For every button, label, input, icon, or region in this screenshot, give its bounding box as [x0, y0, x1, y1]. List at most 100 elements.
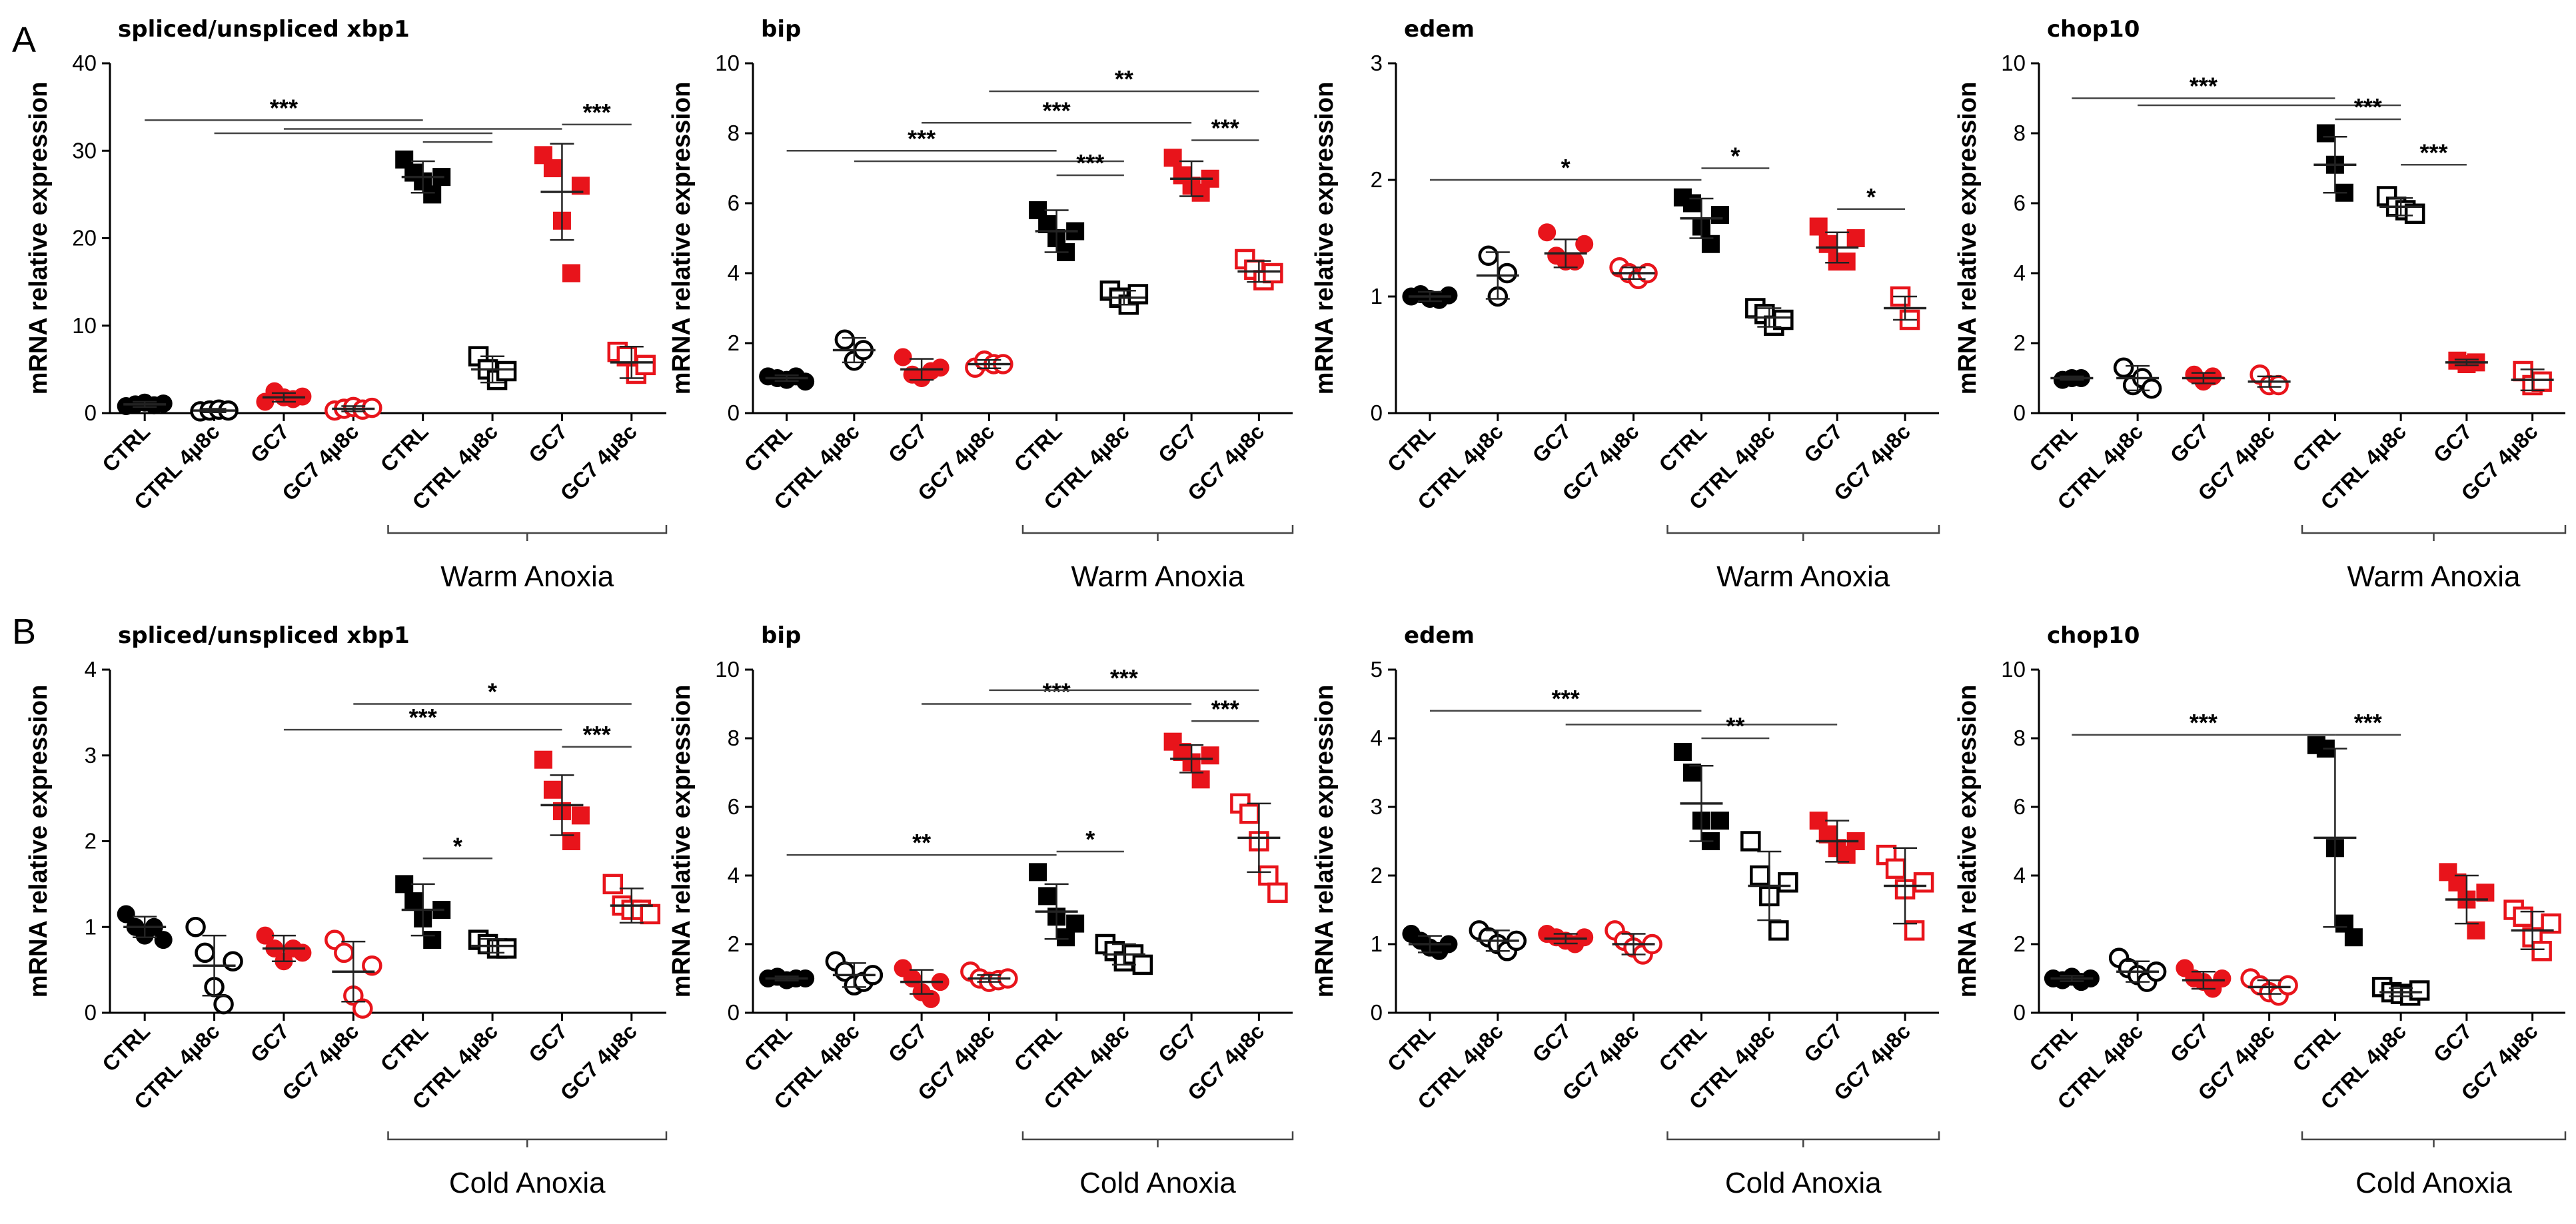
- series-ctrl-4-8c: [1476, 245, 1519, 307]
- data-point: [2409, 980, 2430, 1001]
- y-axis-label: mRNA relative expression: [1954, 685, 1982, 998]
- series-ctrl: [759, 967, 815, 989]
- data-point: [1132, 954, 1153, 975]
- x-tick-label: GC7: [2166, 419, 2214, 467]
- series-ctrl: [117, 905, 173, 949]
- y-tick-label: 0: [1371, 1000, 1383, 1025]
- x-tick-label: GC7: [884, 1019, 932, 1067]
- series-gc7-4-8c: [1884, 286, 1927, 330]
- x-tick-label: CTRL: [97, 1019, 155, 1076]
- data-point: [1239, 804, 1260, 824]
- data-point: [2344, 928, 2363, 947]
- x-tick-label: CTRL: [1654, 1019, 1712, 1076]
- y-tick-label: 1: [1371, 284, 1383, 308]
- data-point: [796, 372, 815, 391]
- data-point: [1575, 928, 1594, 947]
- significance-label: **: [1726, 712, 1744, 740]
- series-gc7: [256, 382, 312, 411]
- series-ctrl: [1029, 201, 1085, 261]
- series-ctrl: [117, 393, 173, 415]
- y-tick-label: 40: [72, 51, 97, 75]
- series-ctrl-4-8c: [2108, 947, 2167, 992]
- significance-label: *: [1730, 143, 1740, 170]
- y-tick-label: 4: [2014, 863, 2026, 888]
- data-point: [423, 931, 442, 949]
- y-axis-label: mRNA relative expression: [1311, 685, 1339, 998]
- series-ctrl-4-8c: [1469, 920, 1527, 961]
- significance-label: ***: [270, 94, 298, 121]
- y-tick-label: 2: [1371, 167, 1383, 192]
- x-tick-label: GC7: [1153, 1019, 1201, 1067]
- y-axis-label: mRNA relative expression: [25, 82, 53, 395]
- x-tick-label: GC7: [1799, 1019, 1847, 1067]
- series-gc7: [2182, 365, 2225, 391]
- data-point: [496, 938, 517, 959]
- data-point: [1773, 309, 1794, 330]
- series-ctrl: [2307, 736, 2363, 947]
- y-axis-label: mRNA relative expression: [668, 82, 696, 395]
- series-gc7: [2445, 351, 2488, 373]
- data-point: [2531, 371, 2552, 392]
- x-tick-label: GC7: [1528, 1019, 1576, 1067]
- series-gc7: [1163, 149, 1219, 202]
- data-point: [1258, 865, 1279, 886]
- data-point: [635, 354, 656, 376]
- series-ctrl-4-8c: [1745, 298, 1794, 336]
- x-tick-label: GC7: [1153, 419, 1201, 467]
- data-point: [1750, 865, 1770, 886]
- x-tick-label: CTRL: [1383, 419, 1440, 476]
- data-point: [543, 159, 562, 177]
- chart-a2: bip mRNA relative expression 0 2 4 6 8 10 CTRL CT…: [668, 16, 1294, 593]
- series-ctrl: [1402, 285, 1458, 309]
- data-point: [1673, 743, 1692, 762]
- series-ctrl-4-8c: [1099, 281, 1149, 315]
- series-ctrl-4-8c: [2113, 357, 2162, 399]
- series-gc7-4-8c: [960, 961, 1018, 992]
- x-tick-label: GC7: [2429, 419, 2477, 467]
- data-point: [1267, 882, 1288, 903]
- y-tick-label: 1: [85, 914, 97, 939]
- significance-label: ***: [1043, 678, 1071, 706]
- significance-label: ***: [2190, 73, 2218, 100]
- y-tick-label: 2: [2014, 330, 2026, 355]
- chart-title: spliced/unspliced xbp1: [118, 16, 410, 43]
- group-bracket: [387, 1131, 668, 1141]
- significance-label: ***: [908, 125, 936, 152]
- series-gc7: [534, 143, 590, 283]
- series-ctrl: [1673, 743, 1729, 850]
- chart-a3: edem mRNA relative expression 0 1 2 3 CTRL CTRL…: [1311, 16, 1940, 593]
- x-tick-label: CTRL: [2288, 1019, 2345, 1076]
- group-bracket: [1021, 1131, 1294, 1141]
- y-tick-label: 4: [728, 261, 740, 285]
- data-point: [1263, 263, 1283, 284]
- group-label: Cold Anoxia: [2355, 1167, 2512, 1199]
- y-tick-label: 3: [1371, 51, 1383, 75]
- data-point: [1710, 812, 1729, 830]
- series-ctrl: [395, 150, 451, 204]
- series-gc7: [1809, 217, 1865, 271]
- y-tick-label: 2: [728, 330, 740, 355]
- series-ctrl-4-8c: [468, 346, 517, 390]
- chart-a4: chop10 mRNA relative expression 0 2 4 6 8 10 CTR…: [1954, 16, 2567, 593]
- series-ctrl-4-8c: [1095, 933, 1153, 975]
- group-bracket: [1021, 525, 1294, 534]
- y-tick-label: 2: [2014, 931, 2026, 956]
- data-point: [1846, 229, 1865, 247]
- series-gc7: [1809, 812, 1865, 864]
- significance-label: *: [453, 832, 462, 860]
- data-point: [1778, 872, 1798, 893]
- significance-label: ***: [409, 704, 437, 731]
- series-gc7-4-8c: [324, 929, 382, 1019]
- y-tick-label: 0: [1371, 400, 1383, 425]
- series-gc7: [1163, 732, 1219, 789]
- x-tick-label: CTRL: [2025, 419, 2082, 476]
- series-gc7: [2176, 959, 2232, 998]
- y-tick-label: 10: [2001, 51, 2026, 75]
- group-bracket: [2301, 1131, 2567, 1141]
- y-tick-label: 30: [72, 138, 97, 163]
- y-tick-label: 10: [715, 51, 740, 75]
- x-tick-label: GC7 4µ8c: [277, 1019, 363, 1105]
- chart-grid: spliced/unspliced xbp1 mRNA relative expr…: [25, 16, 2567, 1199]
- data-point: [562, 264, 580, 283]
- data-point: [1818, 235, 1837, 253]
